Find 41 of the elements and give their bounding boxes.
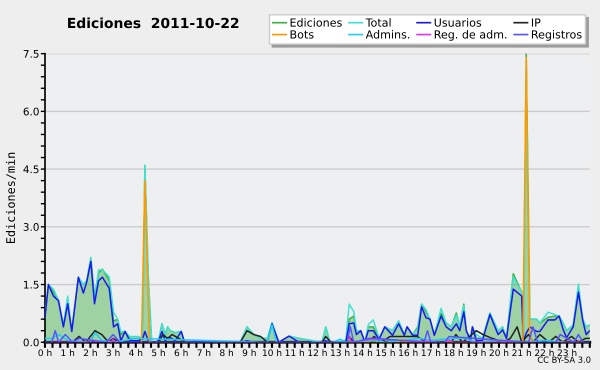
y-axis-title: Ediciones/min <box>6 152 16 244</box>
y-tick-label: 1.5 <box>24 280 39 289</box>
x-tick-label: 17 h <box>422 349 440 356</box>
x-tick-label: 22 h <box>535 349 554 356</box>
x-tick-label: 18 h <box>444 349 463 356</box>
x-tick-label: 23 h <box>558 349 576 356</box>
legend-label: Registros <box>532 30 582 41</box>
x-tick-label: 5 h <box>152 349 165 356</box>
x-tick-label: 0 h <box>38 349 52 356</box>
y-tick-label: 7.5 <box>24 50 39 58</box>
x-tick-label: 2 h <box>84 349 97 356</box>
x-tick-label: 9 h <box>242 349 256 356</box>
x-tick-label: 10 h <box>262 349 282 356</box>
x-tick-label: 20 h <box>490 349 508 356</box>
legend-label: Bots <box>290 30 314 39</box>
y-tick-label: 4.5 <box>23 165 39 174</box>
legend-label: IP <box>532 18 540 27</box>
x-tick-label: 3 h <box>106 349 120 356</box>
y-tick-label: 6.0 <box>24 108 39 116</box>
x-tick-label: 8 h <box>220 349 233 356</box>
chart-title: Ediciones 2011-10-22 <box>68 17 238 28</box>
legend-label: Reg. de adm. <box>434 30 506 41</box>
x-tick-label: 6 h <box>174 349 188 356</box>
x-tick-label: 14 h <box>354 349 372 356</box>
y-tick-label: 3.0 <box>24 223 39 231</box>
x-tick-label: 16 h <box>399 349 418 356</box>
x-tick-label: 11 h <box>286 349 304 356</box>
text: CC BY-SA 3.0 <box>538 356 590 363</box>
x-tick-label: 7 h <box>197 349 210 356</box>
x-tick-label: 15 h <box>376 349 395 356</box>
y-tick-label: 0.0 <box>24 338 39 346</box>
x-tick-label: 21 h <box>512 349 531 356</box>
x-tick-label: 1 h <box>62 349 74 356</box>
legend-label: Total <box>366 18 391 27</box>
x-tick-label: 4 h <box>129 349 142 356</box>
legend-label: Usuarios <box>434 18 482 27</box>
x-tick-label: 13 h <box>331 349 350 356</box>
x-tick-label: 12 h <box>308 349 327 356</box>
legend-label: Ediciones <box>290 18 342 27</box>
legend-label: Admins. <box>366 30 410 39</box>
x-tick-label: 19 h <box>467 349 486 356</box>
